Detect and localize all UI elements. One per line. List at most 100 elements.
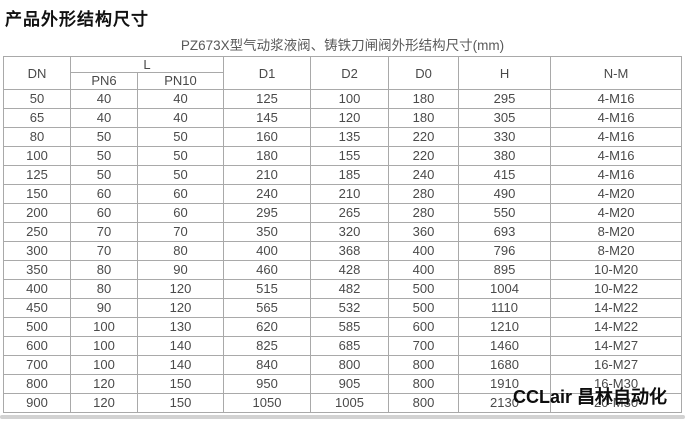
cell-d2: 532: [310, 298, 390, 318]
cell-pn10: 50: [136, 127, 225, 147]
cell-nm: 8-M20: [550, 241, 683, 261]
cell-d0: 180: [388, 108, 460, 128]
cell-h: 380: [458, 146, 552, 166]
cell-dn: 80: [3, 127, 71, 147]
table-row: 65 40 40 145 120 180 305 4-M16: [3, 108, 683, 128]
cell-pn10: 150: [136, 374, 225, 394]
cell-d1: 125: [223, 89, 312, 109]
cell-d0: 500: [388, 298, 460, 318]
cell-dn: 800: [3, 374, 71, 394]
table-row: 125 50 50 210 185 240 415 4-M16: [3, 165, 683, 185]
table-row: 250 70 70 350 320 360 693 8-M20: [3, 222, 683, 242]
column-header-dn: DN: [3, 56, 71, 90]
cell-pn10: 60: [136, 203, 225, 223]
bottom-divider: [0, 415, 685, 419]
cell-d1: 240: [223, 184, 312, 204]
table-row: 300 70 80 400 368 400 796 8-M20: [3, 241, 683, 261]
cell-d1: 145: [223, 108, 312, 128]
cell-d1: 400: [223, 241, 312, 261]
cell-d2: 368: [310, 241, 390, 261]
cell-pn6: 120: [70, 374, 138, 394]
cell-pn10: 60: [136, 184, 225, 204]
cell-h: 490: [458, 184, 552, 204]
table-row: 800 120 150 950 905 800 1910 16-M30: [3, 374, 683, 394]
cell-dn: 100: [3, 146, 71, 166]
table-header: DN L D1 D2 D0 H N-M PN6 PN10: [3, 56, 683, 90]
cell-d2: 905: [310, 374, 390, 394]
cell-d0: 280: [388, 184, 460, 204]
cell-d0: 360: [388, 222, 460, 242]
cell-nm: 10-M22: [550, 279, 683, 299]
cell-d0: 800: [388, 355, 460, 375]
cell-pn10: 80: [136, 241, 225, 261]
cell-pn6: 80: [70, 279, 138, 299]
cell-h: 550: [458, 203, 552, 223]
cell-d2: 265: [310, 203, 390, 223]
cell-d2: 155: [310, 146, 390, 166]
cell-d2: 585: [310, 317, 390, 337]
cell-dn: 700: [3, 355, 71, 375]
cell-pn6: 70: [70, 222, 138, 242]
cell-h: 895: [458, 260, 552, 280]
cell-h: 2130: [458, 393, 552, 413]
cell-nm: 4-M16: [550, 127, 683, 147]
table-row: 150 60 60 240 210 280 490 4-M20: [3, 184, 683, 204]
cell-pn6: 40: [70, 89, 138, 109]
cell-pn6: 100: [70, 317, 138, 337]
column-header-pn10: PN10: [136, 72, 225, 90]
cell-h: 330: [458, 127, 552, 147]
cell-d0: 240: [388, 165, 460, 185]
cell-d2: 800: [310, 355, 390, 375]
cell-d0: 400: [388, 260, 460, 280]
cell-pn10: 130: [136, 317, 225, 337]
cell-nm: 4-M20: [550, 184, 683, 204]
cell-d1: 515: [223, 279, 312, 299]
cell-pn6: 70: [70, 241, 138, 261]
watermark-logo: CCLair 昌林自动化: [512, 387, 667, 407]
cell-nm: 4-M16: [550, 89, 683, 109]
cell-d1: 825: [223, 336, 312, 356]
table-row: 400 80 120 515 482 500 1004 10-M22: [3, 279, 683, 299]
cell-d0: 600: [388, 317, 460, 337]
cell-d2: 428: [310, 260, 390, 280]
cell-d1: 295: [223, 203, 312, 223]
cell-h: 1210: [458, 317, 552, 337]
cell-d2: 482: [310, 279, 390, 299]
cell-dn: 250: [3, 222, 71, 242]
cell-d0: 500: [388, 279, 460, 299]
cell-dn: 500: [3, 317, 71, 337]
cell-pn6: 60: [70, 184, 138, 204]
cell-h: 796: [458, 241, 552, 261]
cell-d0: 700: [388, 336, 460, 356]
cell-nm: 14-M22: [550, 317, 683, 337]
table-row: 500 100 130 620 585 600 1210 14-M22: [3, 317, 683, 337]
cell-dn: 150: [3, 184, 71, 204]
cell-d2: 120: [310, 108, 390, 128]
cell-d2: 100: [310, 89, 390, 109]
cell-dn: 65: [3, 108, 71, 128]
cell-nm: 4-M16: [550, 165, 683, 185]
column-header-pn6: PN6: [70, 72, 138, 90]
table-row: 100 50 50 180 155 220 380 4-M16: [3, 146, 683, 166]
cell-nm: 10-M20: [550, 260, 683, 280]
cell-d1: 840: [223, 355, 312, 375]
cell-pn10: 150: [136, 393, 225, 413]
cell-nm: 16-M27: [550, 355, 683, 375]
cell-dn: 300: [3, 241, 71, 261]
dimensions-table: DN L D1 D2 D0 H N-M PN6 PN10 50 40 40 12…: [3, 56, 683, 413]
cell-d0: 180: [388, 89, 460, 109]
cell-d0: 220: [388, 146, 460, 166]
cell-dn: 450: [3, 298, 71, 318]
cell-d1: 350: [223, 222, 312, 242]
cell-d1: 950: [223, 374, 312, 394]
cell-nm: 8-M20: [550, 222, 683, 242]
cell-pn6: 80: [70, 260, 138, 280]
cell-d2: 320: [310, 222, 390, 242]
cell-pn6: 50: [70, 127, 138, 147]
column-header-d2: D2: [310, 56, 390, 90]
cell-h: 693: [458, 222, 552, 242]
cell-d1: 460: [223, 260, 312, 280]
cell-nm: 20-M30: [550, 393, 683, 413]
table-caption: PZ673X型气动浆液阀、铸铁刀闸阀外形结构尺寸(mm): [180, 38, 505, 53]
cell-h: 1110: [458, 298, 552, 318]
